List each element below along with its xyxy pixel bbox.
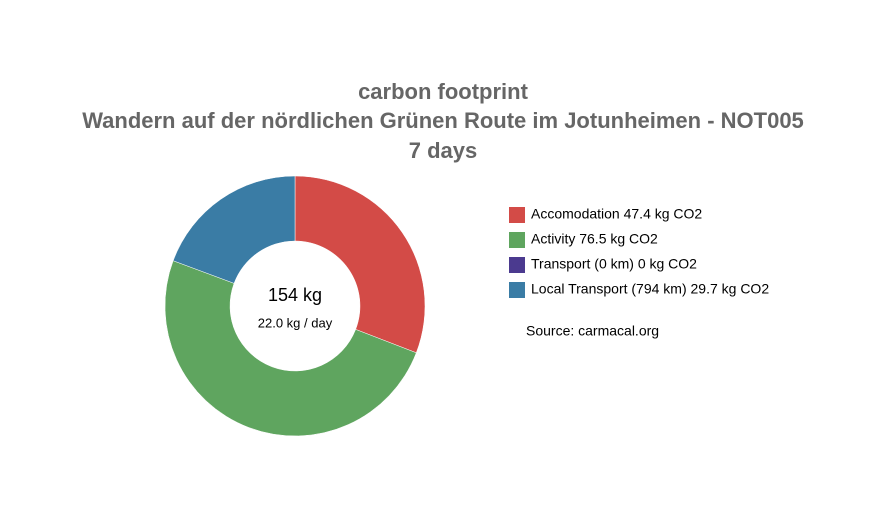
legend-swatch bbox=[509, 257, 525, 273]
donut bbox=[164, 175, 426, 437]
chart-title: carbon footprint bbox=[358, 79, 529, 104]
legend-swatch bbox=[509, 282, 525, 298]
legend-swatch bbox=[509, 232, 525, 248]
donut-slice bbox=[164, 260, 417, 437]
chart-duration: 7 days bbox=[409, 138, 478, 163]
legend-swatch bbox=[509, 207, 525, 223]
legend-label: Transport (0 km) 0 kg CO2 bbox=[531, 256, 697, 272]
center-per-day: 22.0 kg / day bbox=[258, 315, 333, 330]
legend-label: Accomodation 47.4 kg CO2 bbox=[531, 206, 702, 222]
donut-slice bbox=[172, 175, 296, 284]
source-note: Source: carmacal.org bbox=[526, 323, 659, 339]
legend-label: Activity 76.5 kg CO2 bbox=[531, 231, 658, 247]
donut-slice bbox=[294, 175, 426, 354]
chart-subtitle: Wandern auf der nördlichen Grünen Route … bbox=[82, 108, 804, 133]
legend-label: Local Transport (794 km) 29.7 kg CO2 bbox=[531, 281, 769, 297]
center-total: 154 kg bbox=[268, 285, 322, 305]
